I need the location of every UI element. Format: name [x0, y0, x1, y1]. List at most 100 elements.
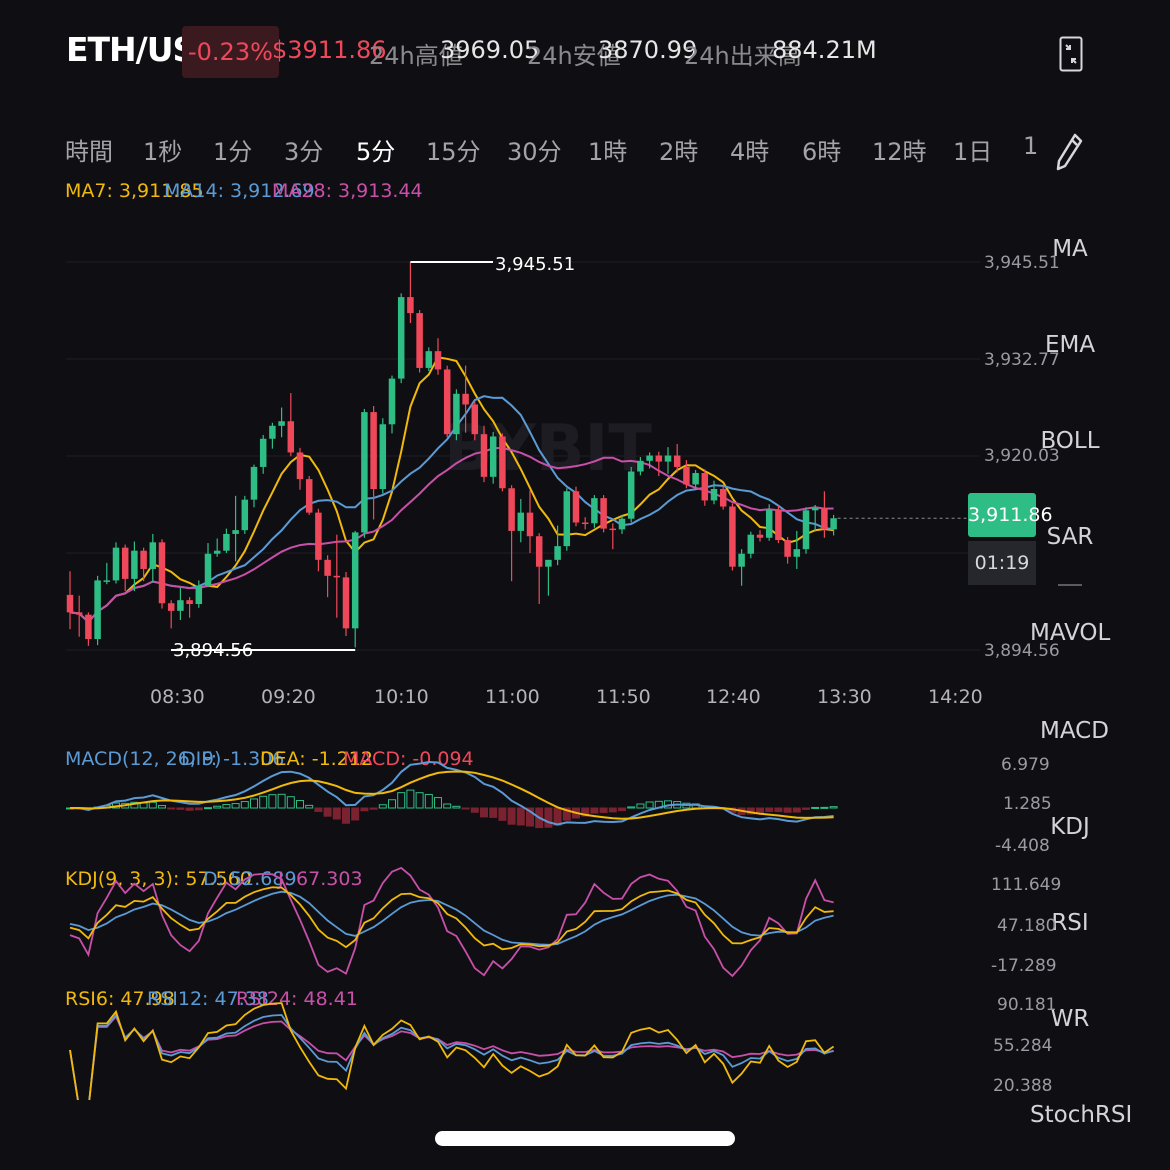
candle-body	[811, 508, 819, 511]
candle-body	[250, 466, 258, 500]
kdj-axis-label: 111.649	[991, 875, 1062, 895]
candle-body	[167, 603, 175, 611]
candle-body	[94, 580, 101, 640]
macd-histogram-bar	[434, 797, 442, 809]
ticker-header: ETH/USDT -0.23% $3911.86 24h高値 3969.05 2…	[0, 0, 1170, 110]
macd-histogram-bar	[627, 806, 636, 809]
rsi-axis-label: 55.284	[993, 1036, 1053, 1056]
time-axis-label: 11:50	[596, 686, 651, 708]
rsi-chart[interactable]	[0, 980, 1040, 1100]
macd-histogram-bar	[314, 807, 323, 812]
kdj-chart[interactable]	[0, 860, 1040, 980]
candle	[821, 491, 828, 538]
macd-histogram-bar	[581, 807, 590, 817]
change-badge: -0.23%	[182, 26, 279, 78]
timeframe-6[interactable]: 15分	[426, 138, 481, 166]
candle-body	[453, 393, 460, 435]
candle	[278, 407, 285, 438]
macd-chart[interactable]	[0, 740, 1040, 860]
candle	[600, 495, 607, 533]
high-value: 3969.05	[440, 36, 540, 64]
candle	[112, 542, 120, 584]
timeframe-13[interactable]: 1日	[953, 138, 993, 166]
candle-body	[213, 550, 221, 554]
macd-dif: DIF: -1.306	[181, 748, 285, 770]
candle	[324, 555, 331, 598]
time-axis-label: 08:30	[150, 686, 205, 708]
macd-histogram-bar	[158, 805, 166, 809]
timeframe-9[interactable]: 2時	[659, 138, 699, 166]
candle	[103, 562, 111, 585]
candle-body	[710, 489, 718, 501]
timeframe-5[interactable]: 5分	[356, 138, 396, 166]
timeframe-2[interactable]: 1秒	[143, 138, 183, 166]
candle	[683, 460, 690, 489]
rsi6-line	[69, 1002, 835, 1100]
rsi-axis-label: 90.181	[997, 995, 1057, 1015]
indicator-tab-ma[interactable]: MA	[1052, 236, 1088, 262]
candle	[131, 541, 138, 592]
timeframe-7[interactable]: 30分	[507, 138, 562, 166]
candle	[407, 262, 414, 323]
candle-body	[821, 508, 828, 530]
candle-body	[204, 553, 212, 586]
indicator-tab-boll[interactable]: BOLL	[1040, 428, 1100, 454]
candle	[830, 514, 837, 536]
candle	[471, 401, 479, 441]
timeframe-14[interactable]: 1	[1023, 132, 1039, 160]
macd-histogram-bar	[277, 793, 286, 809]
candle	[213, 538, 221, 557]
candle	[581, 517, 589, 530]
candle	[664, 447, 672, 474]
indicator-tab-sar[interactable]: SAR	[1046, 524, 1094, 550]
high-price-marker: 3,945.51	[495, 254, 576, 275]
indicator-tab-mavol[interactable]: MAVOL	[1030, 620, 1111, 646]
candle	[526, 490, 534, 553]
candle-body	[269, 425, 276, 439]
indicator-tab-kdj[interactable]: KDJ	[1050, 814, 1090, 840]
timeframe-8[interactable]: 1時	[588, 138, 628, 166]
candle	[370, 406, 377, 520]
current-price-tag: 3,911.86	[968, 493, 1053, 537]
timeframe-10[interactable]: 4時	[730, 138, 770, 166]
candle	[802, 507, 810, 554]
timeframe-4[interactable]: 3分	[284, 138, 324, 166]
high-label: 24h高値	[369, 42, 463, 70]
candle	[453, 389, 460, 441]
macd-dif-line	[69, 760, 834, 826]
candle	[85, 612, 92, 646]
fullscreen-exit-icon[interactable]	[1059, 36, 1083, 72]
kdj-title: KDJ(9, 3, 3): 57.560	[65, 868, 252, 890]
macd-histogram-bar	[415, 792, 424, 809]
candle	[416, 310, 423, 373]
timeframe-3[interactable]: 1分	[213, 138, 253, 166]
candlestick-chart[interactable]: BYBIT	[0, 200, 1040, 720]
candle	[66, 571, 74, 630]
candle-body	[112, 547, 120, 581]
time-axis-label: 13:30	[817, 686, 872, 708]
candle-countdown: 01:19	[968, 541, 1036, 585]
candle-body	[489, 436, 497, 477]
candle	[434, 338, 442, 375]
draw-tool-icon[interactable]	[1055, 132, 1083, 176]
candle	[443, 365, 451, 438]
timeframe-11[interactable]: 6時	[802, 138, 842, 166]
indicator-tab-stochrsi[interactable]: StochRSI	[1030, 1102, 1133, 1128]
macd-histogram-bar	[480, 807, 488, 818]
macd-histogram-bar	[636, 803, 645, 809]
candle-body	[232, 530, 239, 534]
home-indicator[interactable]	[435, 1131, 735, 1146]
candle	[149, 533, 157, 583]
ma7-legend: MA7: 3,911.85	[65, 180, 204, 202]
price-axis-label: 3,945.51	[984, 253, 1060, 273]
rsi12-legend: RSI12: 47.38	[147, 988, 269, 1010]
indicator-tab-macd[interactable]: MACD	[1040, 718, 1109, 744]
kdj-k-line	[69, 886, 834, 951]
indicator-tab-wr[interactable]: WR	[1050, 1006, 1090, 1032]
candle	[388, 375, 396, 434]
candle	[517, 498, 525, 543]
indicator-tab-rsi[interactable]: RSI	[1051, 910, 1089, 936]
timeframe-12[interactable]: 12時	[872, 138, 927, 166]
timeframe-1[interactable]: 時間	[65, 138, 113, 166]
indicator-tab-ema[interactable]: EMA	[1044, 332, 1096, 358]
